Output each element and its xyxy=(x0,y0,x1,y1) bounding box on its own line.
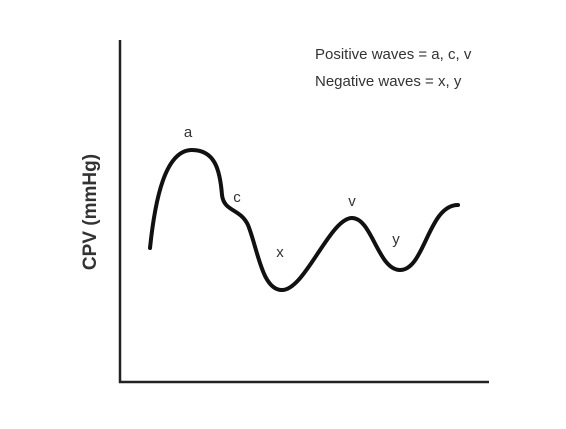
wave-label: y xyxy=(392,231,400,248)
legend-line: Positive waves = a, c, v xyxy=(315,46,472,63)
wave-label: a xyxy=(184,124,193,141)
y-axis-label: CPV (mmHg) xyxy=(80,154,101,270)
wave-label: c xyxy=(233,189,241,206)
legend-line: Negative waves = x, y xyxy=(315,73,462,90)
cvp-waveform xyxy=(148,147,460,293)
wave-label: x xyxy=(276,244,284,261)
wave-label: v xyxy=(348,193,356,210)
